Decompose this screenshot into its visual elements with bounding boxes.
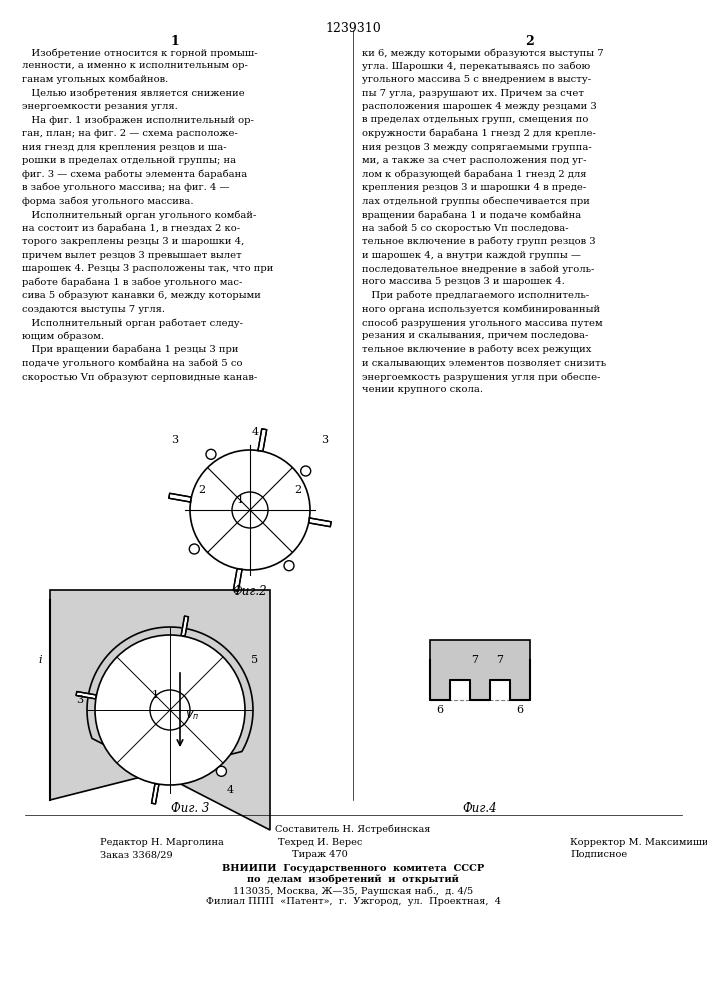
Text: причем вылет резцов 3 превышает вылет: причем вылет резцов 3 превышает вылет [22,250,242,259]
Text: Исполнительный орган угольного комбай-: Исполнительный орган угольного комбай- [22,210,257,220]
Text: ганам угольных комбайнов.: ганам угольных комбайнов. [22,75,168,85]
Text: $V_п$: $V_п$ [185,708,199,722]
Text: ган, план; на фиг. 2 — схема расположе-: ган, план; на фиг. 2 — схема расположе- [22,129,238,138]
Text: ного органа используется комбинированный: ного органа используется комбинированный [362,304,600,314]
Text: Фиг. 3: Фиг. 3 [171,802,209,815]
Text: в пределах отдельных групп, смещения по: в пределах отдельных групп, смещения по [362,115,588,124]
Text: 4: 4 [252,427,259,437]
Text: Редактор Н. Марголина: Редактор Н. Марголина [100,838,223,847]
Text: ния резцов 3 между сопрягаемыми группа-: ния резцов 3 между сопрягаемыми группа- [362,142,592,151]
Text: рошки в пределах отдельной группы; на: рошки в пределах отдельной группы; на [22,156,236,165]
Text: ленности, а именно к исполнительным ор-: ленности, а именно к исполнительным ор- [22,62,248,70]
Text: чении крупного скола.: чении крупного скола. [362,385,483,394]
Text: способ разрушения угольного массива путем: способ разрушения угольного массива путе… [362,318,602,328]
Text: создаются выступы 7 угля.: создаются выступы 7 угля. [22,304,165,314]
Text: 1: 1 [236,495,244,505]
Text: ми, а также за счет расположения под уг-: ми, а также за счет расположения под уг- [362,156,587,165]
Text: по  делам  изобретений  и  открытий: по делам изобретений и открытий [247,875,459,884]
Text: 1: 1 [170,35,180,48]
Text: резания и скалывания, причем последова-: резания и скалывания, причем последова- [362,332,588,340]
Text: 4: 4 [226,785,233,795]
Text: ВНИИПИ  Государственного  комитета  СССР: ВНИИПИ Государственного комитета СССР [222,864,484,873]
Text: Подписное: Подписное [570,850,627,859]
Text: ющим образом.: ющим образом. [22,332,104,341]
Polygon shape [50,590,270,830]
Text: 2: 2 [199,485,206,495]
Text: в забое угольного массива; на фиг. 4 —: в забое угольного массива; на фиг. 4 — [22,183,230,192]
Text: Изобретение относится к горной промыш-: Изобретение относится к горной промыш- [22,48,257,57]
Text: и скалывающих элементов позволяет снизить: и скалывающих элементов позволяет снизит… [362,359,606,367]
Text: шарошек 4. Резцы 3 расположены так, что при: шарошек 4. Резцы 3 расположены так, что … [22,264,274,273]
Text: i: i [38,655,42,665]
Text: 1239310: 1239310 [325,22,381,35]
Text: Составитель Н. Ястребинская: Составитель Н. Ястребинская [275,825,431,834]
Text: 5: 5 [252,655,259,665]
Text: 2: 2 [525,35,534,48]
Text: 6: 6 [516,705,524,715]
Text: на состоит из барабана 1, в гнездах 2 ко-: на состоит из барабана 1, в гнездах 2 ко… [22,224,240,233]
Text: лом к образующей барабана 1 гнезд 2 для: лом к образующей барабана 1 гнезд 2 для [362,169,587,179]
Text: 3: 3 [171,435,179,445]
Text: лах отдельной группы обеспечивается при: лах отдельной группы обеспечивается при [362,196,590,206]
Text: сива 5 образуют канавки 6, между которыми: сива 5 образуют канавки 6, между которым… [22,291,261,300]
Text: пы 7 угла, разрушают их. Причем за счет: пы 7 угла, разрушают их. Причем за счет [362,89,584,98]
Text: на забой 5 со скоростью Vп последова-: на забой 5 со скоростью Vп последова- [362,224,568,233]
Text: 1: 1 [151,690,158,700]
Circle shape [95,635,245,785]
Text: Фиг.2: Фиг.2 [233,585,267,598]
Text: энергоемкости резания угля.: энергоемкости резания угля. [22,102,177,111]
Text: При вращении барабана 1 резцы 3 при: При вращении барабана 1 резцы 3 при [22,345,238,355]
Text: 113035, Москва, Ж—35, Раушская наб.,  д. 4/5: 113035, Москва, Ж—35, Раушская наб., д. … [233,886,473,896]
Text: Исполнительный орган работает следу-: Исполнительный орган работает следу- [22,318,243,328]
Polygon shape [233,569,242,591]
Text: работе барабана 1 в забое угольного мас-: работе барабана 1 в забое угольного мас- [22,277,243,287]
Text: 3: 3 [322,435,329,445]
Text: На фиг. 1 изображен исполнительный ор-: На фиг. 1 изображен исполнительный ор- [22,115,254,125]
Polygon shape [76,692,96,699]
Text: энергоемкость разрушения угля при обеспе-: энергоемкость разрушения угля при обеспе… [362,372,600,381]
Text: ного массива 5 резцов 3 и шарошек 4.: ного массива 5 резцов 3 и шарошек 4. [362,277,565,286]
Text: фиг. 3 — схема работы элемента барабана: фиг. 3 — схема работы элемента барабана [22,169,247,179]
Text: тельное включение в работу групп резцов 3: тельное включение в работу групп резцов … [362,237,595,246]
Polygon shape [309,518,331,527]
Polygon shape [151,784,159,804]
Polygon shape [258,429,267,451]
Text: расположения шарошек 4 между резцами 3: расположения шарошек 4 между резцами 3 [362,102,597,111]
Text: угла. Шарошки 4, перекатываясь по забою: угла. Шарошки 4, перекатываясь по забою [362,62,590,71]
Text: торого закреплены резцы 3 и шарошки 4,: торого закреплены резцы 3 и шарошки 4, [22,237,245,246]
Text: 7: 7 [472,655,479,665]
Circle shape [216,766,226,776]
Text: Филиал ППП  «Патент»,  г.  Ужгород,  ул.  Проектная,  4: Филиал ППП «Патент», г. Ужгород, ул. Про… [206,897,501,906]
Text: форма забоя угольного массива.: форма забоя угольного массива. [22,196,194,206]
Text: При работе предлагаемого исполнитель-: При работе предлагаемого исполнитель- [362,291,589,300]
Text: Фиг.4: Фиг.4 [462,802,497,815]
Text: Заказ 3368/29: Заказ 3368/29 [100,850,173,859]
Text: Тираж 470: Тираж 470 [292,850,348,859]
Text: 7: 7 [496,655,503,665]
Polygon shape [430,640,530,700]
Text: 3: 3 [76,695,83,705]
Text: 6: 6 [436,705,443,715]
Text: 2: 2 [294,485,302,495]
Text: Техред И. Верес: Техред И. Верес [278,838,362,847]
Text: тельное включение в работу всех режущих: тельное включение в работу всех режущих [362,345,591,355]
Text: подаче угольного комбайна на забой 5 со: подаче угольного комбайна на забой 5 со [22,359,243,368]
Text: вращении барабана 1 и подаче комбайна: вращении барабана 1 и подаче комбайна [362,210,581,220]
Text: ния гнезд для крепления резцов и ша-: ния гнезд для крепления резцов и ша- [22,142,227,151]
Text: крепления резцов 3 и шарошки 4 в преде-: крепления резцов 3 и шарошки 4 в преде- [362,183,586,192]
Text: последовательное внедрение в забой уголь-: последовательное внедрение в забой уголь… [362,264,595,273]
Text: Целью изобретения является снижение: Целью изобретения является снижение [22,89,245,98]
Text: ки 6, между которыми образуются выступы 7: ки 6, между которыми образуются выступы … [362,48,604,57]
Polygon shape [181,616,189,636]
Text: Корректор М. Максимишинец: Корректор М. Максимишинец [570,838,707,847]
Text: угольного массива 5 с внедрением в высту-: угольного массива 5 с внедрением в высту… [362,75,591,84]
Text: окружности барабана 1 гнезд 2 для крепле-: окружности барабана 1 гнезд 2 для крепле… [362,129,596,138]
Polygon shape [169,493,192,502]
Text: скоростью Vп образуют серповидные канав-: скоростью Vп образуют серповидные канав- [22,372,257,381]
Text: и шарошек 4, а внутри каждой группы —: и шарошек 4, а внутри каждой группы — [362,250,581,259]
